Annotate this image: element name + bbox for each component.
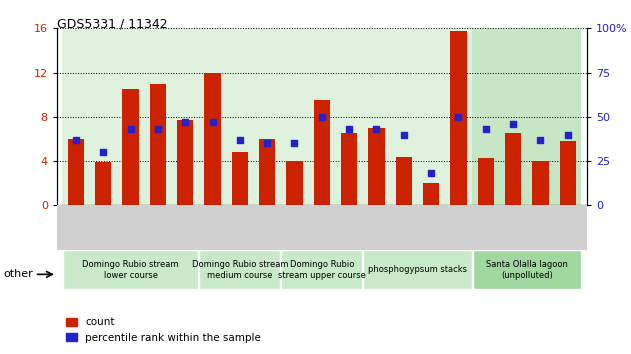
Bar — [472, 28, 581, 205]
Bar — [62, 28, 199, 205]
Point — [453, 114, 463, 120]
Point — [290, 141, 300, 146]
Bar — [473, 250, 581, 290]
Text: phosphogypsum stacks: phosphogypsum stacks — [368, 266, 467, 274]
Bar — [478, 158, 494, 205]
Bar — [314, 100, 330, 205]
Point — [98, 149, 109, 155]
Point — [180, 119, 191, 125]
Point — [563, 132, 573, 137]
Bar — [341, 133, 357, 205]
Point — [481, 126, 491, 132]
Bar — [505, 133, 521, 205]
Bar — [281, 28, 363, 205]
Bar — [423, 183, 439, 205]
Point — [208, 119, 218, 125]
Point — [535, 137, 545, 143]
Text: Domingo Rubio stream
lower course: Domingo Rubio stream lower course — [82, 260, 179, 280]
Bar — [532, 161, 548, 205]
Point — [126, 126, 136, 132]
Point — [317, 114, 327, 120]
Bar — [199, 28, 281, 205]
Bar — [396, 156, 412, 205]
Bar — [177, 120, 193, 205]
Bar — [204, 73, 221, 205]
Point — [71, 137, 81, 143]
Bar — [451, 30, 466, 205]
Text: GDS5331 / 11342: GDS5331 / 11342 — [57, 18, 167, 31]
Text: other: other — [3, 269, 33, 279]
Bar — [363, 250, 471, 290]
Point — [153, 126, 163, 132]
Point — [399, 132, 409, 137]
Point — [372, 126, 382, 132]
Text: Domingo Rubio
stream upper course: Domingo Rubio stream upper course — [278, 260, 366, 280]
Bar — [150, 84, 166, 205]
Point — [426, 171, 436, 176]
Bar — [232, 152, 248, 205]
Bar — [63, 250, 198, 290]
Point — [262, 141, 272, 146]
Bar — [286, 161, 303, 205]
Point — [508, 121, 518, 127]
Bar — [363, 28, 472, 205]
Bar — [122, 89, 139, 205]
Text: Santa Olalla lagoon
(unpolluted): Santa Olalla lagoon (unpolluted) — [486, 260, 568, 280]
Bar — [199, 250, 280, 290]
Text: Domingo Rubio stream
medium course: Domingo Rubio stream medium course — [192, 260, 288, 280]
Bar — [95, 162, 112, 205]
Bar — [259, 139, 275, 205]
Bar — [369, 128, 385, 205]
Point — [235, 137, 245, 143]
Bar — [281, 250, 362, 290]
Legend: count, percentile rank within the sample: count, percentile rank within the sample — [62, 313, 265, 347]
Bar — [68, 139, 84, 205]
Bar — [560, 141, 576, 205]
Point — [344, 126, 354, 132]
